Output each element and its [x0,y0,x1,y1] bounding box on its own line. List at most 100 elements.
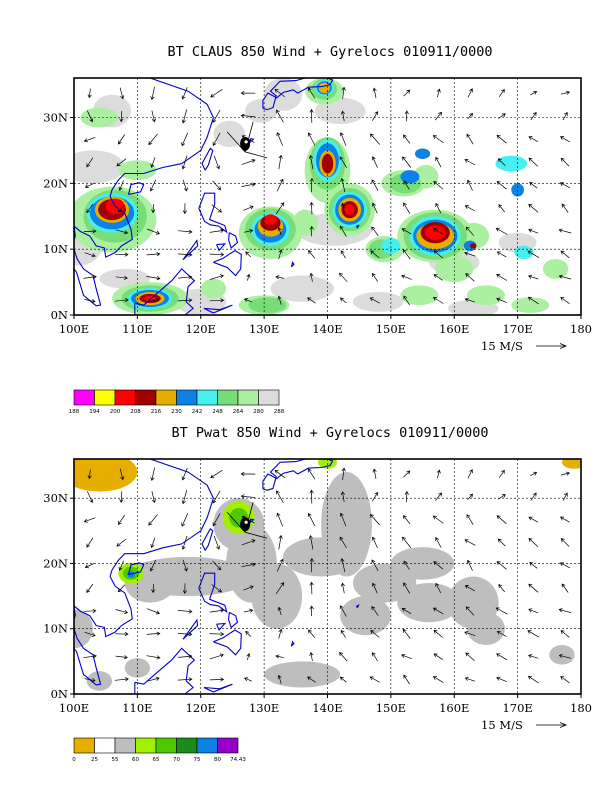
wind-vector [561,203,569,213]
colorbar-swatch [217,389,239,406]
colorbar-label: 55 [112,757,119,763]
wind-vector [496,561,507,570]
wind-vector [150,86,155,101]
cloud-region [425,225,446,240]
wind-vector [241,158,256,165]
wind-vector [178,274,193,280]
wind-vector [243,585,254,591]
wind-vector [243,677,253,682]
wind-vector [402,156,412,168]
wind-vector [119,491,124,503]
gyre-center-dot [244,140,248,144]
wind-vector [530,471,538,477]
wind-vector [212,490,221,504]
colorbar-swatch [135,389,157,406]
wind-vector [435,537,442,548]
wind-vector [309,557,314,573]
wind-vector [467,469,473,479]
wind-vector [339,225,347,237]
wind-vector [435,156,442,168]
wind-vector [150,467,155,482]
wind-vector [150,537,156,549]
coastline [228,232,239,249]
wind-vector [558,274,572,280]
wind-vector [466,514,474,525]
map-area [74,78,581,315]
x-tick-label: 140E [312,701,342,715]
wind-vector [340,110,346,122]
wind-vector [146,631,161,636]
cloud-region [400,170,420,184]
wind-vector [560,136,570,143]
wind-vector [115,609,129,615]
coastline [182,239,199,261]
wind-vector [402,514,411,525]
wind-vector [177,252,193,257]
wind-vector [241,562,256,568]
wind-vector [181,535,188,550]
wind-vector [465,226,475,236]
cloud-region [264,78,303,111]
colorbar-swatch [114,389,136,406]
wind-vector [209,632,225,637]
wind-vector [434,492,443,501]
cloud-region [511,183,524,197]
wind-vector [340,491,346,502]
wind-vector [276,512,284,527]
wind-vector [276,490,284,504]
wind-vector [466,179,473,191]
wind-vector [403,560,410,570]
wind-vector [84,562,95,569]
wind-vector [465,273,475,282]
wind-vector [402,536,412,549]
wind-vector [401,274,412,280]
wind-vector [560,538,570,547]
wind-vector [246,273,251,281]
wind-vector [240,113,256,118]
cloud-region [74,150,125,184]
wind-vector [84,631,96,637]
map-area [74,459,581,694]
wind-vector [83,229,97,234]
wind-vector [210,469,223,479]
wind-vector [148,514,158,526]
wind-vector [562,492,568,501]
wind-vector [274,469,286,479]
wind-vector [435,202,442,214]
colorbar-swatch [176,389,198,406]
wind-vector [209,298,225,303]
vector-key-arrow [536,722,568,728]
wind-vector [528,274,539,280]
wind-vector [243,608,254,613]
wind-vector [498,113,506,119]
wind-vector [528,516,539,523]
coastline [213,629,242,656]
wind-vector [309,489,314,504]
wind-vector [119,87,125,100]
wind-vector [371,606,379,616]
colorbar-swatch [237,389,259,406]
wind-vector [339,297,347,304]
coastline [216,243,227,252]
wind-vector [465,606,475,616]
wind-vector [146,655,161,660]
y-tick-label: 30N [43,491,68,505]
wind-vector [528,157,539,167]
wind-vector [212,513,221,527]
wind-vector [241,182,256,187]
coastline [74,78,214,258]
wind-vector [309,201,314,215]
wind-vector [401,653,412,660]
cloud-region [344,204,355,215]
cloud-region [318,82,331,94]
wind-vector [497,538,506,547]
wind-vector [528,654,539,659]
wind-vector [464,205,476,212]
wind-vector [529,181,538,189]
cloud-region [264,214,277,225]
wind-vector [371,156,378,168]
wind-vector [86,537,94,548]
wind-vector [309,581,314,595]
colorbar-label: 248 [212,409,223,415]
x-tick-label: 100E [59,322,89,336]
